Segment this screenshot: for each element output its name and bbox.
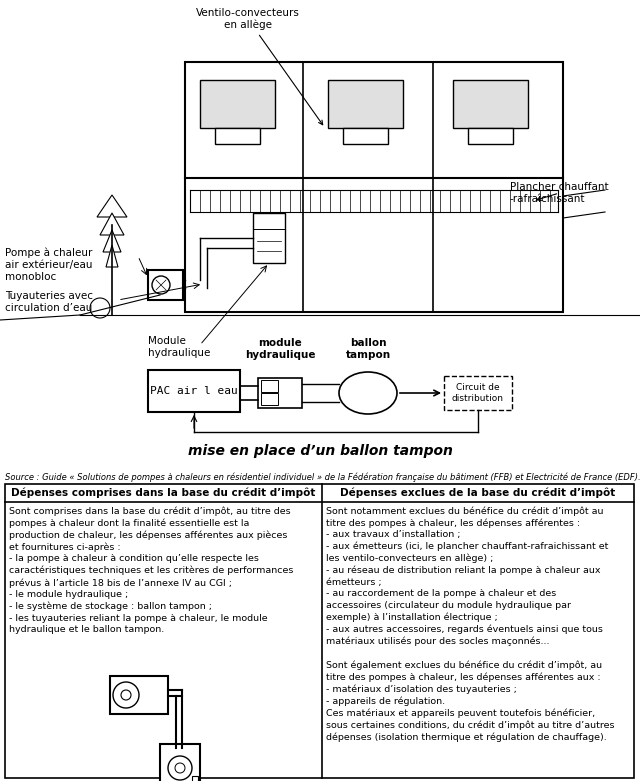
Text: mise en place d’un ballon tampon: mise en place d’un ballon tampon (188, 444, 452, 458)
Circle shape (152, 276, 170, 294)
Bar (261, 393, 278, 405)
Polygon shape (100, 213, 124, 235)
Text: Dépenses comprises dans la base du crédit d’impôt: Dépenses comprises dans la base du crédi… (12, 488, 316, 498)
Text: Sont notamment exclues du bénéfice du crédit d’impôt au
titre des pompes à chale: Sont notamment exclues du bénéfice du cr… (326, 506, 614, 743)
Bar (444, 376, 512, 410)
Text: Tuyauteries avec
circulation d’eau: Tuyauteries avec circulation d’eau (5, 291, 93, 312)
Polygon shape (97, 195, 127, 217)
Text: module
hydraulique: module hydraulique (244, 338, 316, 360)
Bar (261, 380, 278, 392)
Bar (253, 213, 285, 263)
Text: Sont comprises dans la base du crédit d’impôt, au titre des
pompes à chaleur don: Sont comprises dans la base du crédit d’… (9, 506, 293, 634)
Ellipse shape (339, 372, 397, 414)
Circle shape (121, 690, 131, 700)
Text: Ventilo-convecteurs
en allège: Ventilo-convecteurs en allège (196, 8, 323, 125)
Bar (200, 80, 275, 128)
Text: Source : Guide « Solutions de pompes à chaleurs en résidentiel individuel » de l: Source : Guide « Solutions de pompes à c… (5, 472, 640, 482)
Bar (453, 80, 528, 128)
Text: PAC air l eau: PAC air l eau (150, 386, 238, 396)
Circle shape (175, 763, 185, 773)
Bar (343, 128, 388, 144)
Bar (5, 484, 634, 778)
Text: Pompe à chaleur
air extérieur/eau
monobloc: Pompe à chaleur air extérieur/eau monobl… (5, 248, 93, 282)
Bar (192, 776, 198, 781)
Bar (258, 378, 302, 408)
Text: Plancher chauffant
-rafraîchissant: Plancher chauffant -rafraîchissant (510, 182, 609, 204)
Bar (328, 80, 403, 128)
Bar (215, 128, 260, 144)
Text: Circuit de
distribution: Circuit de distribution (452, 383, 504, 403)
Circle shape (90, 298, 110, 318)
Polygon shape (103, 230, 121, 252)
Text: ballon
tampon: ballon tampon (346, 338, 390, 360)
Bar (185, 62, 563, 312)
Bar (468, 128, 513, 144)
Text: Module
hydraulique: Module hydraulique (148, 336, 211, 358)
Bar (148, 370, 240, 412)
Polygon shape (106, 245, 118, 267)
Bar (148, 270, 183, 300)
Bar (160, 744, 200, 781)
Text: Dépenses exclues de la base du crédit d’impôt: Dépenses exclues de la base du crédit d’… (340, 488, 616, 498)
Circle shape (113, 682, 139, 708)
Circle shape (168, 756, 192, 780)
Bar (110, 676, 168, 714)
